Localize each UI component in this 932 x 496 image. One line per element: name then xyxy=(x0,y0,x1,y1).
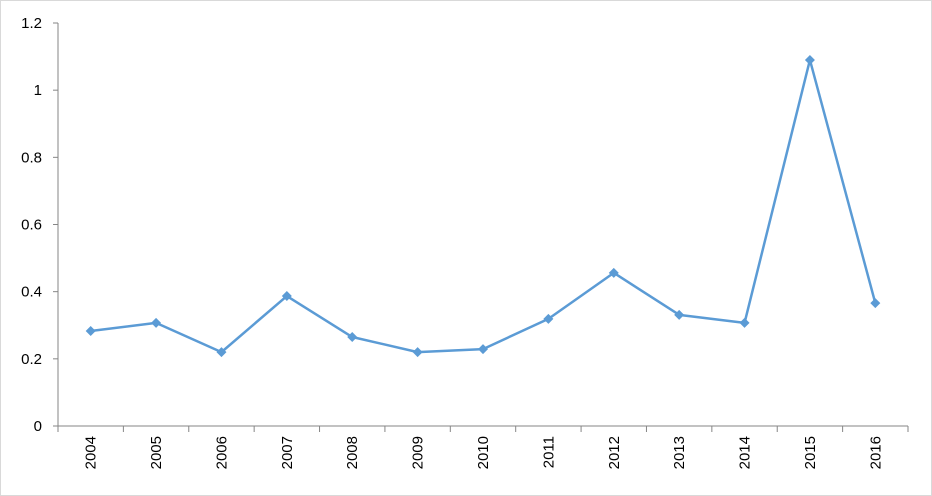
marker xyxy=(85,325,96,336)
x-tick-label: 2015 xyxy=(802,436,819,469)
x-tick-label: 2010 xyxy=(475,436,492,469)
x-tick-label: 2006 xyxy=(213,436,230,469)
y-tick-label: 0 xyxy=(34,418,42,435)
x-tick-label: 2011 xyxy=(540,436,557,468)
x-tick-label: 2008 xyxy=(344,436,361,469)
y-tick-label: 0.4 xyxy=(21,284,42,301)
y-tick-label: 0.8 xyxy=(21,149,42,166)
marker xyxy=(216,347,227,358)
x-tick-label: 2014 xyxy=(737,436,754,469)
y-tick-label: 0.2 xyxy=(21,351,42,368)
x-tick-label: 2013 xyxy=(671,436,688,469)
marker xyxy=(739,317,750,328)
marker xyxy=(870,298,881,309)
marker xyxy=(674,309,685,320)
marker xyxy=(608,267,619,278)
x-tick-label: 2007 xyxy=(279,436,296,469)
x-tick-label: 2009 xyxy=(410,436,427,469)
y-tick-label: 1.2 xyxy=(21,15,42,32)
marker xyxy=(804,54,815,65)
x-tick-label: 2012 xyxy=(606,436,623,469)
marker xyxy=(478,344,488,355)
x-tick-label: 2005 xyxy=(148,436,165,469)
x-tick-label: 2004 xyxy=(83,436,100,469)
marker xyxy=(412,347,423,358)
y-tick-label: 1 xyxy=(34,82,42,99)
marker xyxy=(151,317,162,328)
marker xyxy=(281,291,292,302)
marker xyxy=(543,313,554,324)
x-tick-label: 2016 xyxy=(867,436,884,469)
y-tick-label: 0.6 xyxy=(21,217,42,234)
marker xyxy=(347,332,358,343)
